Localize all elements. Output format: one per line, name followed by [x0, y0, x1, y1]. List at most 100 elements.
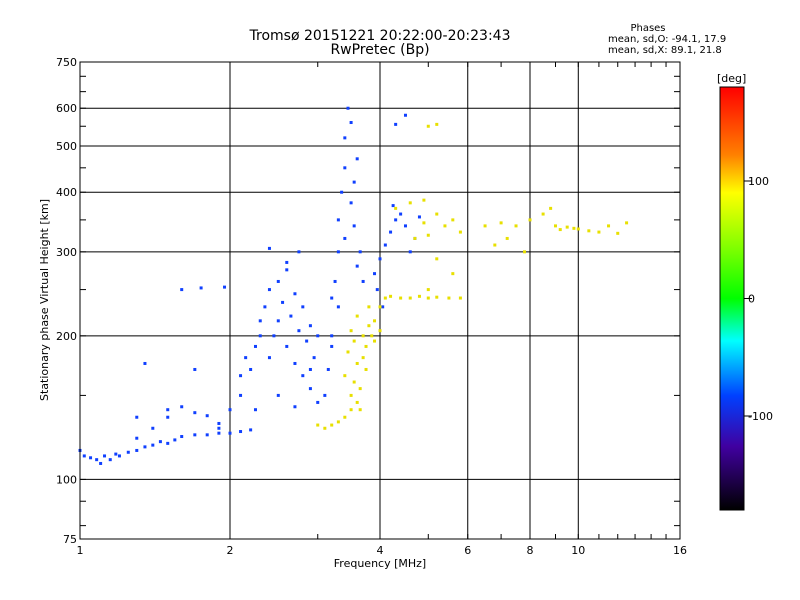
data-point: [217, 421, 221, 425]
data-point: [426, 233, 430, 237]
colorbar: [719, 86, 745, 511]
data-point: [293, 361, 297, 365]
data-point: [258, 334, 262, 338]
data-point: [373, 272, 377, 276]
data-point: [253, 344, 257, 348]
data-point: [114, 452, 118, 456]
data-point: [223, 285, 227, 289]
data-point: [493, 243, 497, 247]
x-tick-label: 6: [464, 544, 471, 557]
data-point: [180, 288, 184, 292]
data-point: [316, 400, 320, 404]
data-point: [514, 224, 518, 228]
data-point: [361, 334, 365, 338]
data-point: [349, 121, 353, 125]
colorbar-label: [deg]: [717, 72, 746, 85]
data-point: [308, 324, 312, 328]
data-point: [451, 272, 455, 276]
data-point: [276, 319, 280, 323]
y-tick-label: 75: [63, 533, 77, 546]
data-point: [89, 456, 93, 460]
data-point: [193, 433, 197, 437]
data-point: [143, 445, 147, 449]
data-point: [352, 380, 356, 384]
data-point: [355, 314, 359, 318]
data-point: [367, 305, 371, 309]
data-point: [355, 157, 359, 161]
data-point: [193, 367, 197, 371]
data-point: [308, 387, 312, 391]
data-point: [239, 430, 243, 434]
data-point: [408, 296, 412, 300]
data-point: [263, 305, 267, 309]
data-point: [417, 215, 421, 219]
y-axis-label: Stationary phase Virtual Height [km]: [38, 199, 51, 401]
data-point: [151, 426, 155, 430]
data-point: [403, 113, 407, 117]
data-point: [558, 228, 562, 232]
y-tick-label: 300: [56, 246, 77, 259]
data-point: [267, 288, 271, 292]
data-point: [541, 212, 545, 216]
colorbar-tick-label: 0: [748, 293, 755, 306]
data-point: [394, 218, 398, 222]
data-point: [361, 356, 365, 360]
data-point: [312, 356, 316, 360]
phases-line-x: mean, sd,X: 89.1, 21.8: [608, 45, 722, 56]
data-point: [336, 250, 340, 254]
data-point: [336, 305, 340, 309]
data-point: [343, 136, 347, 140]
data-point: [616, 231, 620, 235]
data-point: [343, 415, 347, 419]
data-point: [343, 236, 347, 240]
data-point: [364, 344, 368, 348]
axis-ticks: 1 2 4 6 8 10 16 75 100 200 300 400 500 600 750: [56, 56, 687, 557]
data-point: [443, 224, 447, 228]
data-point: [399, 296, 403, 300]
data-point: [323, 426, 327, 430]
data-point: [108, 458, 112, 462]
data-point: [326, 367, 330, 371]
data-point: [205, 414, 209, 418]
x-tick-label: 8: [527, 544, 534, 557]
data-point: [435, 122, 439, 126]
data-point: [378, 329, 382, 333]
data-point: [367, 324, 371, 328]
data-point: [330, 334, 334, 338]
data-point: [358, 408, 362, 412]
x-tick-label: 1: [77, 544, 84, 557]
data-point: [483, 224, 487, 228]
data-point: [587, 229, 591, 233]
data-point: [383, 243, 387, 247]
data-point: [258, 319, 262, 323]
data-point: [355, 264, 359, 268]
data-point: [135, 415, 139, 419]
data-point: [565, 225, 569, 229]
data-point: [422, 198, 426, 202]
data-point: [281, 300, 285, 304]
data-point: [426, 124, 430, 128]
data-point: [95, 458, 99, 462]
data-point: [285, 268, 289, 272]
data-point: [378, 257, 382, 261]
data-point: [205, 433, 209, 437]
data-point: [352, 224, 356, 228]
x-tick-label: 10: [571, 544, 585, 557]
y-tick-label: 400: [56, 186, 77, 199]
data-point: [375, 288, 379, 292]
data-point: [316, 423, 320, 427]
data-point: [228, 408, 232, 412]
data-point: [135, 448, 139, 452]
data-point: [435, 257, 439, 261]
data-point: [301, 374, 305, 378]
data-point: [403, 224, 407, 228]
data-point: [323, 393, 327, 397]
data-point: [330, 423, 334, 427]
data-point: [249, 367, 253, 371]
data-point: [343, 166, 347, 170]
y-tick-label: 600: [56, 102, 77, 115]
data-point: [426, 296, 430, 300]
data-point: [408, 250, 412, 254]
data-point: [305, 339, 309, 343]
data-point: [549, 206, 553, 210]
